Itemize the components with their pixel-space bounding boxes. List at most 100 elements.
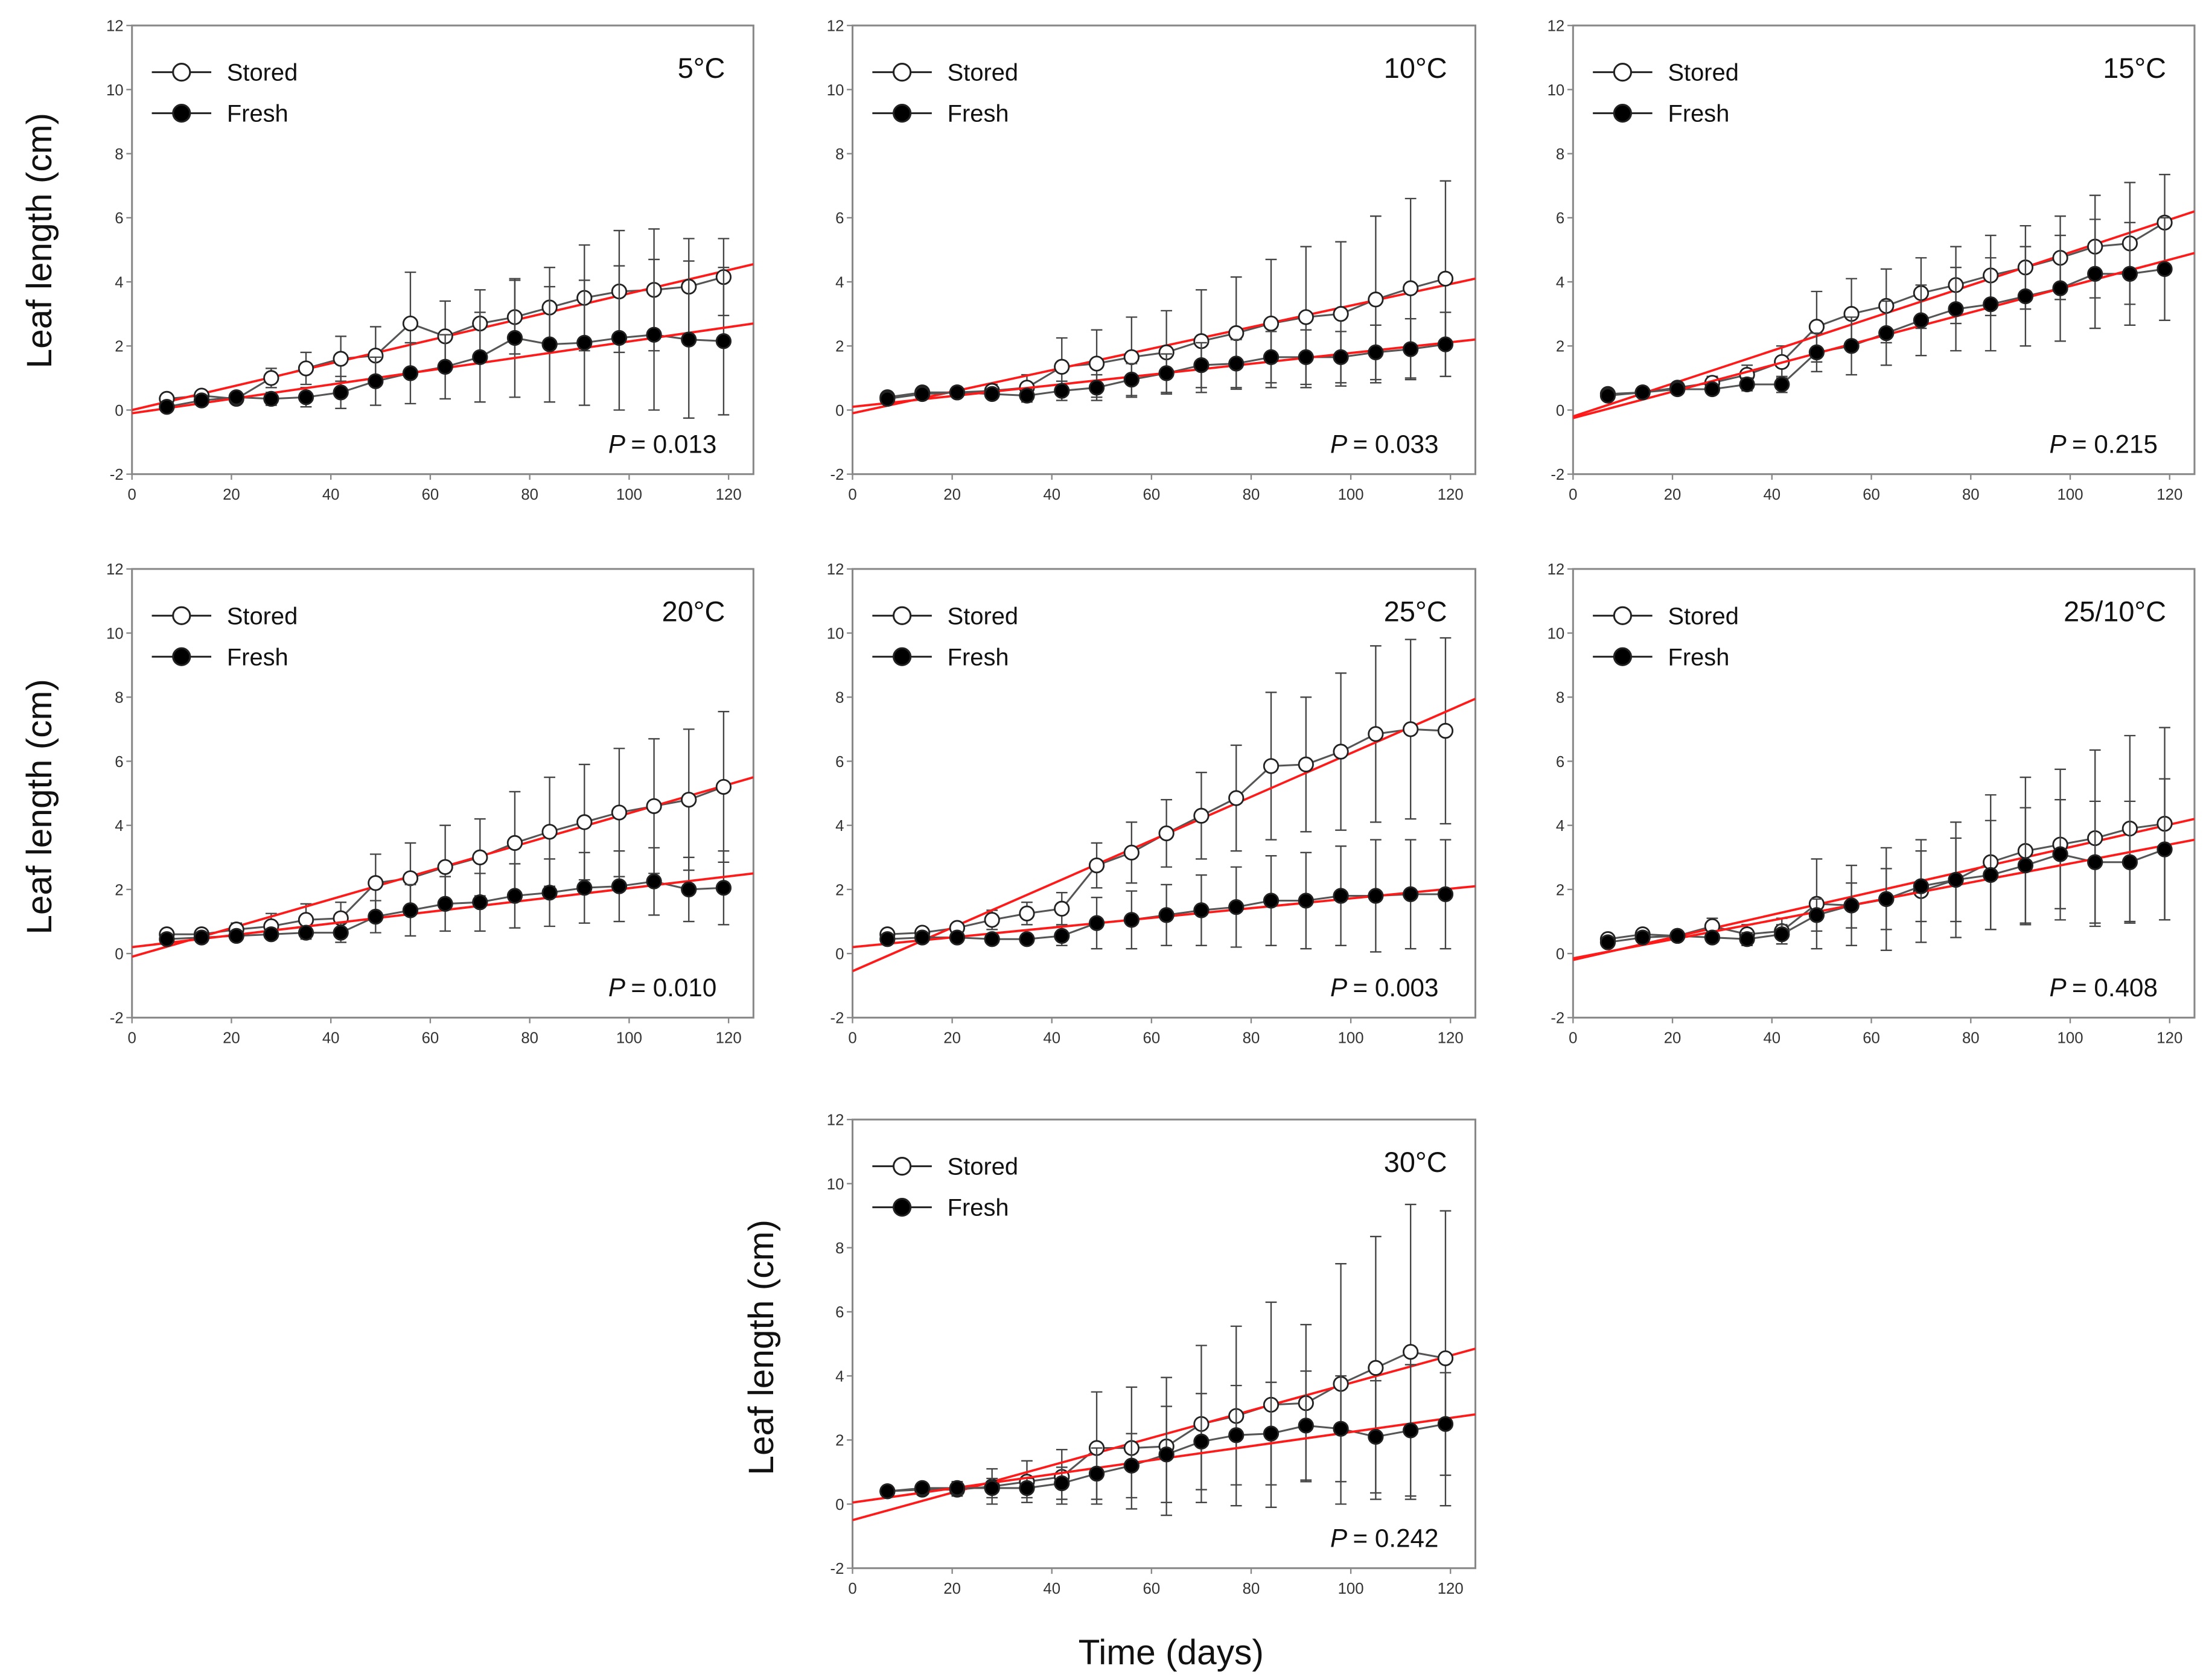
y-tick-label: 10 xyxy=(1548,82,1565,99)
x-tick-label: 120 xyxy=(716,486,742,503)
x-tick-label: 120 xyxy=(2156,1030,2182,1047)
y-tick-label: 2 xyxy=(835,339,844,355)
x-tick-label: 20 xyxy=(223,1030,240,1047)
data-point xyxy=(2121,854,2138,870)
p-value-annotation: P = 0.408 xyxy=(2049,973,2158,1002)
data-point xyxy=(1123,349,1140,366)
p-symbol: P xyxy=(2049,973,2066,1002)
x-tick-label: 40 xyxy=(1763,486,1780,503)
x-tick-label: 60 xyxy=(1863,1030,1880,1047)
data-point xyxy=(681,331,697,348)
data-point xyxy=(541,336,558,352)
legend-label-fresh: Fresh xyxy=(227,644,288,670)
x-tick-label: 60 xyxy=(1143,1580,1161,1597)
x-tick-label: 20 xyxy=(943,1030,961,1047)
data-point xyxy=(1368,344,1384,361)
data-point xyxy=(1403,886,1419,903)
y-tick-label: 4 xyxy=(115,274,123,291)
legend-open-circle-icon xyxy=(1613,606,1633,625)
p-value: = 0.003 xyxy=(1353,973,1439,1002)
data-point xyxy=(715,778,732,795)
y-tick-label: 6 xyxy=(835,210,844,227)
y-tick-label: 10 xyxy=(827,1176,844,1193)
data-point xyxy=(1088,355,1105,372)
y-axis-label-row2: Leaf length (cm) xyxy=(20,679,59,935)
data-point xyxy=(298,389,314,406)
data-point xyxy=(611,878,628,894)
p-symbol: P xyxy=(2049,430,2066,459)
data-point xyxy=(1193,1433,1210,1450)
data-point xyxy=(984,1480,1000,1497)
panel-temperature-title: 20°C xyxy=(662,596,725,628)
legend-label-fresh: Fresh xyxy=(948,1195,1009,1221)
legend-label-stored: Stored xyxy=(948,60,1018,86)
y-tick-label: 8 xyxy=(115,146,123,163)
x-tick-label: 20 xyxy=(1664,486,1681,503)
data-point xyxy=(1333,306,1349,322)
data-point xyxy=(437,358,453,375)
data-point xyxy=(472,349,488,366)
data-point xyxy=(1054,900,1070,917)
data-point xyxy=(472,894,488,911)
data-point xyxy=(1298,1418,1314,1434)
y-tick-label: 6 xyxy=(115,210,123,227)
data-point xyxy=(1739,931,1755,947)
legend-open-circle-icon xyxy=(1613,63,1633,82)
data-point xyxy=(1739,376,1755,393)
y-tick-label: 4 xyxy=(835,274,844,291)
data-point xyxy=(2017,857,2034,874)
data-point xyxy=(1193,807,1210,824)
data-point xyxy=(159,931,175,947)
p-value: = 0.408 xyxy=(2072,973,2158,1002)
legend-filled-circle-icon xyxy=(1613,104,1633,123)
y-tick-label: 6 xyxy=(835,754,844,771)
data-point xyxy=(1228,355,1245,372)
series-fresh xyxy=(852,839,1476,953)
legend-label-stored: Stored xyxy=(948,603,1018,629)
x-tick-label: 40 xyxy=(1043,486,1060,503)
y-tick-label: 8 xyxy=(1556,690,1564,707)
data-point xyxy=(2156,841,2173,858)
data-point xyxy=(263,926,279,943)
data-point xyxy=(646,798,662,814)
legend-filled-circle-icon xyxy=(172,647,191,666)
x-tick-label: 60 xyxy=(422,486,439,503)
p-value-annotation: P = 0.033 xyxy=(1330,430,1439,459)
data-point xyxy=(576,814,593,830)
data-point xyxy=(1228,325,1245,342)
data-point xyxy=(1948,871,1964,888)
y-tick-label: 6 xyxy=(1556,210,1564,227)
y-tick-label: 10 xyxy=(106,82,124,99)
y-tick-label: 4 xyxy=(1556,818,1564,835)
data-point xyxy=(879,390,896,407)
legend-label-stored: Stored xyxy=(1668,60,1738,86)
series-fresh xyxy=(852,311,1476,409)
data-point xyxy=(298,360,314,377)
data-point xyxy=(914,386,931,402)
series-fresh xyxy=(132,847,754,949)
y-tick-label: 8 xyxy=(1556,146,1564,163)
data-point xyxy=(984,931,1000,947)
y-tick-label: 6 xyxy=(835,1304,844,1321)
panel-temperature-title: 25°C xyxy=(1384,596,1447,628)
data-point xyxy=(1878,891,1895,907)
data-point xyxy=(368,875,384,891)
p-symbol: P xyxy=(608,973,625,1002)
legend-label-fresh: Fresh xyxy=(1668,101,1729,127)
data-point xyxy=(1437,722,1454,739)
data-point xyxy=(1158,1446,1175,1463)
data-point xyxy=(437,896,453,912)
data-point xyxy=(1634,929,1651,946)
data-point xyxy=(949,384,966,401)
data-point xyxy=(368,908,384,925)
y-tick-label: 10 xyxy=(1548,625,1565,642)
data-point xyxy=(1193,902,1210,918)
data-point xyxy=(1634,384,1651,401)
data-point xyxy=(1019,931,1035,947)
data-point xyxy=(402,365,419,381)
y-tick-label: -2 xyxy=(830,1561,844,1577)
data-point xyxy=(646,326,662,343)
y-tick-label: 12 xyxy=(106,18,124,35)
data-point xyxy=(1123,371,1140,388)
panel-temperature-title: 5°C xyxy=(678,52,725,84)
